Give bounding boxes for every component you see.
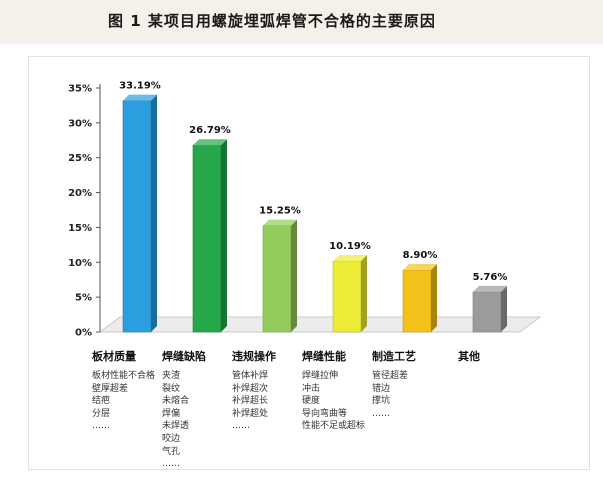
y-tick-label: 25%: [68, 153, 92, 164]
data-label: 15.25%: [259, 206, 301, 217]
bar-side: [501, 285, 507, 332]
category-detail-item: 撑坑: [372, 396, 391, 407]
chart-panel: [28, 56, 590, 470]
category-detail-item: 补焊超处: [232, 408, 269, 419]
x-category-label: 板材质量: [92, 350, 136, 363]
category-detail-list: 板材性能不合格 壁厚超差结疤 分层 ……: [92, 370, 178, 433]
y-tick-label: 10%: [68, 258, 92, 269]
category-detail-item: 板材性能不合格: [92, 371, 156, 381]
x-category-label: 其他: [458, 350, 480, 363]
bar-side: [151, 94, 157, 332]
category-detail-item: 补焊超长: [232, 396, 269, 407]
category-detail-item: 补焊超次: [232, 383, 269, 394]
data-label: 8.90%: [403, 250, 438, 261]
data-label: 5.76%: [473, 272, 508, 283]
bar: [262, 219, 297, 333]
bar-side: [291, 219, 297, 332]
x-category-label: 制造工艺: [372, 350, 416, 363]
bar-front: [122, 100, 152, 333]
page-title: 图 1 某项目用螺旋埋弧焊管不合格的主要原因: [108, 12, 436, 30]
bar-top: [333, 254, 367, 261]
bar-front: [192, 144, 222, 333]
bar-front: [262, 225, 292, 333]
category-detail-item: 导向弯曲等: [302, 408, 348, 419]
category-detail-item: 焊偏: [162, 408, 181, 419]
category-block: 其他: [442, 348, 528, 364]
y-tick-label: 35%: [68, 84, 92, 95]
data-label: 10.19%: [329, 241, 371, 252]
category-block: 板材质量板材性能不合格 壁厚超差结疤 分层 ……: [92, 348, 178, 433]
bar-side: [361, 254, 367, 332]
category-detail-item: 夹渣: [162, 371, 181, 381]
bar-top: [403, 263, 437, 270]
category-detail-item: 结疤: [92, 396, 111, 407]
category-detail-item: 壁厚超差: [92, 383, 129, 394]
bar-front: [472, 291, 502, 333]
category-detail-item: 管体补焊: [232, 371, 269, 381]
category-detail-item: 冲击: [302, 383, 321, 394]
bar-front: [402, 269, 432, 333]
bar-top: [473, 285, 507, 292]
category-block: 违规操作管体补焊补焊超次补焊超长 补焊超处 ……: [232, 348, 318, 433]
category-detail-item: ……: [92, 421, 110, 432]
category-detail-list: 夹渣裂纹未熔合 焊偏未焊透 咬边气孔 ……: [162, 370, 248, 471]
category-detail-item: 分层: [92, 408, 111, 419]
y-tick-label: 15%: [68, 223, 92, 234]
category-detail-item: ……: [162, 459, 180, 470]
category-detail-item: ……: [232, 421, 250, 432]
bar: [122, 94, 157, 333]
category-detail-item: ……: [372, 408, 390, 419]
y-tick-label: 0%: [75, 328, 92, 339]
bar-side: [221, 139, 227, 332]
category-detail-list: 管径超差错边撑坑……: [372, 370, 458, 420]
bar-front: [332, 260, 362, 333]
title-bar: [0, 0, 603, 44]
category-detail-item: 焊缝拉伸: [302, 371, 339, 381]
bar: [332, 254, 367, 333]
x-category-label: 违规操作: [232, 350, 276, 363]
category-detail-item: 气孔: [162, 446, 181, 457]
category-detail-item: 管径超差: [372, 371, 409, 381]
y-tick-label: 30%: [68, 118, 92, 129]
data-label: 26.79%: [189, 125, 231, 136]
category-detail-list: 管体补焊补焊超次补焊超长 补焊超处 ……: [232, 370, 318, 433]
y-tick-label: 5%: [75, 293, 92, 304]
category-detail-item: 裂纹: [162, 383, 181, 394]
x-category-label: 焊缝性能: [302, 350, 346, 363]
category-block: 制造工艺管径超差错边撑坑……: [372, 348, 458, 420]
category-detail-item: 错边: [372, 383, 391, 394]
category-detail-item: 性能不足或超标: [302, 421, 366, 432]
category-detail-item: 硬度: [302, 396, 321, 407]
category-detail-item: 未熔合: [162, 396, 190, 407]
bar: [402, 263, 437, 333]
bar-side: [431, 263, 437, 332]
x-category-label: 焊缝缺陷: [162, 350, 206, 363]
bar-top: [123, 94, 157, 101]
bar-top: [263, 219, 297, 226]
category-detail-item: 未焊透: [162, 421, 190, 432]
bar: [472, 285, 507, 333]
category-block: 焊缝性能焊缝拉伸冲击硬度 导向弯曲等性能不足或超标: [302, 348, 388, 433]
bar: [192, 139, 227, 333]
category-block: 焊缝缺陷夹渣裂纹未熔合 焊偏未焊透 咬边气孔 ……: [162, 348, 248, 471]
category-detail-item: 咬边: [162, 433, 181, 444]
category-detail-list: 焊缝拉伸冲击硬度 导向弯曲等性能不足或超标: [302, 370, 388, 433]
y-tick-label: 20%: [68, 188, 92, 199]
bar-top: [193, 139, 227, 146]
data-label: 33.19%: [119, 81, 161, 92]
